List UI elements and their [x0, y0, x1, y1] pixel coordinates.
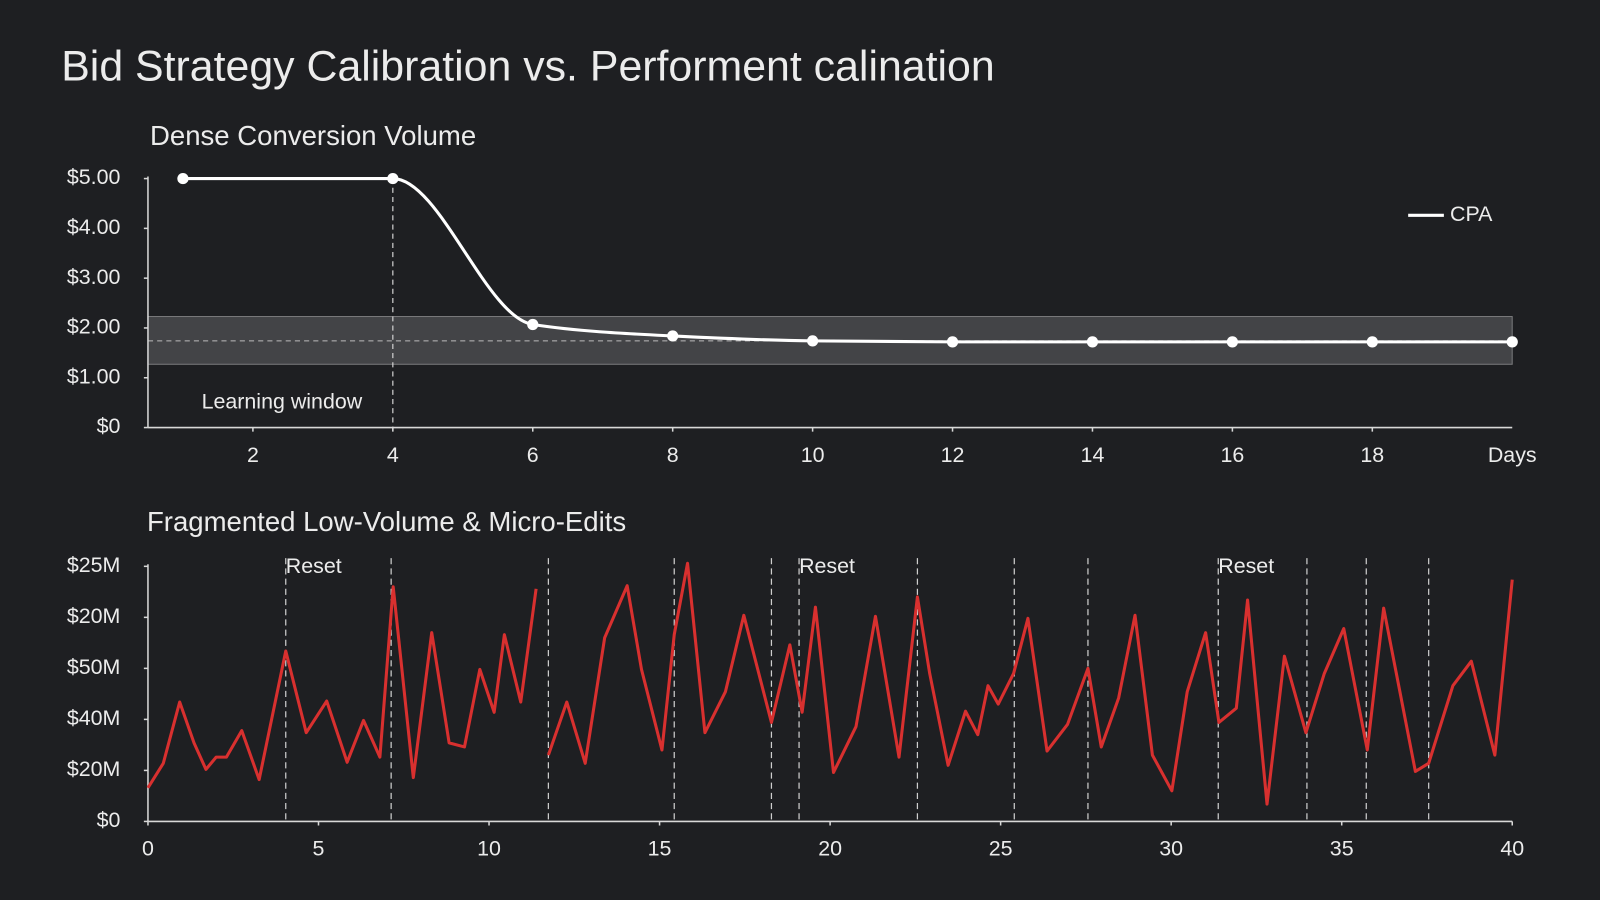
- x-tick-label: 10: [477, 837, 501, 861]
- point-marker: [1506, 336, 1518, 348]
- x-tick-label: 8: [667, 443, 679, 467]
- x-tick-label: 25: [989, 837, 1013, 861]
- x-tick-label: 14: [1081, 443, 1105, 467]
- y-tick-label: $4.00: [67, 215, 121, 239]
- y-tick-label: $5.00: [67, 165, 121, 189]
- y-tick-label: $20M: [67, 604, 121, 628]
- x-tick-label: 6: [527, 443, 539, 467]
- y-tick-label: $40M: [67, 706, 121, 730]
- x-tick-label: 30: [1159, 837, 1183, 861]
- point-marker: [1366, 336, 1378, 348]
- series-line: [146, 561, 1514, 806]
- point-marker: [667, 330, 679, 342]
- series-line: [182, 177, 1513, 344]
- x-tick-label: 4: [387, 443, 399, 467]
- annotation-label: Reset: [1218, 554, 1274, 578]
- x-tick-label: 18: [1360, 443, 1384, 467]
- point-marker: [177, 172, 189, 185]
- x-tick-label: 20: [818, 837, 842, 861]
- x-tick-label: 5: [313, 837, 325, 861]
- point-marker: [1086, 336, 1099, 348]
- point-marker: [1226, 336, 1239, 348]
- point-marker: [527, 318, 539, 331]
- page-title: Bid Strategy Calibration vs. Performent …: [61, 43, 994, 91]
- point-marker: [387, 172, 399, 185]
- y-tick-label: $2.00: [67, 315, 121, 339]
- y-tick-label: $1.00: [67, 364, 121, 388]
- annotation-label: Reset: [286, 554, 342, 578]
- x-tick-label: 10: [801, 443, 825, 467]
- chart-title: Dense Conversion Volume: [150, 120, 476, 151]
- x-axis-label: Days: [1488, 443, 1537, 467]
- y-tick-label: $25M: [67, 553, 121, 577]
- y-tick-label: $20M: [67, 757, 121, 781]
- y-tick-label: $50M: [67, 655, 121, 679]
- y-tick-label: $0: [97, 808, 121, 832]
- legend-label: CPA: [1450, 202, 1493, 226]
- annotation-label: Learning window: [202, 390, 363, 414]
- chart-title: Fragmented Low-Volume & Micro-Edits: [147, 506, 626, 537]
- y-tick-label: $3.00: [67, 265, 121, 289]
- point-marker: [806, 335, 819, 347]
- x-tick-label: 40: [1500, 837, 1524, 861]
- annotation-label: Reset: [799, 554, 855, 578]
- x-tick-label: 15: [648, 837, 672, 861]
- x-tick-label: 35: [1330, 837, 1354, 861]
- x-tick-label: 12: [941, 443, 965, 467]
- x-tick-label: 0: [142, 837, 154, 861]
- y-tick-label: $0: [97, 414, 121, 438]
- x-tick-label: 2: [247, 443, 259, 467]
- point-marker: [946, 336, 959, 348]
- x-tick-label: 16: [1220, 443, 1244, 467]
